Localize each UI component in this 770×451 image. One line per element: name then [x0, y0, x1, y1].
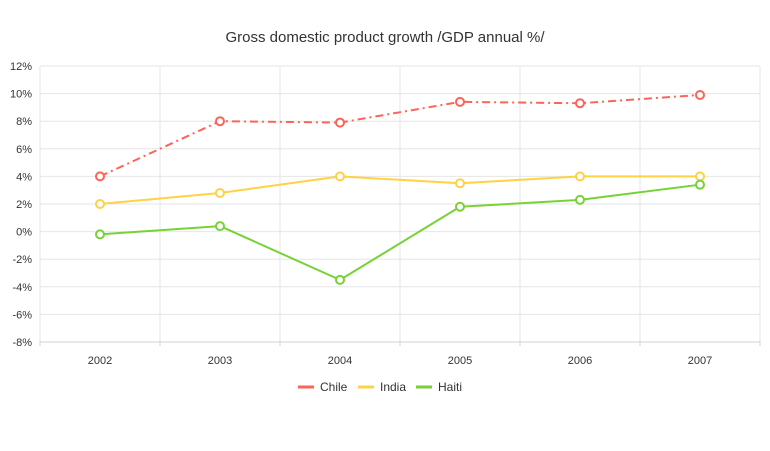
data-point-india[interactable]	[695, 171, 705, 182]
y-tick-label: -2%	[12, 254, 32, 266]
x-tick-label: 2007	[688, 355, 712, 367]
data-point-haiti[interactable]	[695, 179, 705, 190]
series-line-haiti	[99, 183, 701, 281]
data-point-india[interactable]	[215, 187, 225, 198]
legend-label: Haiti	[438, 380, 462, 394]
y-tick-label: 0%	[16, 227, 32, 239]
y-tick-label: 6%	[16, 144, 32, 156]
data-point-haiti[interactable]	[575, 194, 585, 205]
legend-item-chile[interactable]: Chile	[298, 380, 348, 394]
data-point-india[interactable]	[455, 178, 465, 189]
grid-layer	[39, 65, 761, 343]
y-tick-label: 2%	[16, 199, 32, 211]
series-chile	[95, 89, 705, 182]
data-point-india[interactable]	[335, 171, 345, 182]
axis-layer: -8% -6% -4% -2% 0% 2% 4% 6% 8% 10% 12% 2002 2003 2004…	[10, 61, 761, 367]
legend: Chile India Haiti	[298, 380, 462, 394]
data-point-haiti[interactable]	[215, 221, 225, 232]
data-point-india[interactable]	[575, 171, 585, 182]
y-tick-label: 10%	[10, 89, 32, 101]
series-india	[95, 171, 705, 209]
y-tick-label: 8%	[16, 116, 32, 128]
legend-item-haiti[interactable]: Haiti	[416, 380, 462, 394]
x-tick-label: 2002	[88, 355, 112, 367]
x-tick-label: 2004	[328, 355, 352, 367]
x-tick-label: 2003	[208, 355, 232, 367]
y-tick-label: -8%	[12, 337, 32, 349]
y-tick-label: 4%	[16, 171, 32, 183]
chart-title: Gross domestic product growth /GDP annua…	[225, 29, 545, 46]
data-point-haiti[interactable]	[335, 274, 345, 285]
x-tick-label: 2006	[568, 355, 592, 367]
y-tick-label: 12%	[10, 61, 32, 73]
series-line-india	[99, 175, 700, 205]
data-point-india[interactable]	[95, 199, 105, 209]
series-layer	[95, 89, 705, 285]
data-point-chile[interactable]	[695, 89, 705, 100]
series-line-chile	[99, 93, 701, 178]
data-point-chile[interactable]	[455, 96, 465, 107]
y-tick-label: -6%	[12, 309, 32, 321]
data-point-haiti[interactable]	[95, 229, 105, 240]
data-point-haiti[interactable]	[455, 201, 465, 212]
legend-item-india[interactable]: India	[358, 380, 406, 394]
y-tick-label: -4%	[12, 282, 32, 294]
data-point-chile[interactable]	[575, 98, 585, 109]
data-point-chile[interactable]	[95, 171, 105, 182]
data-point-chile[interactable]	[335, 117, 345, 128]
series-haiti	[95, 179, 705, 285]
legend-label: India	[380, 380, 406, 394]
legend-label: Chile	[320, 380, 348, 394]
data-point-chile[interactable]	[215, 116, 225, 127]
x-tick-label: 2005	[448, 355, 472, 367]
